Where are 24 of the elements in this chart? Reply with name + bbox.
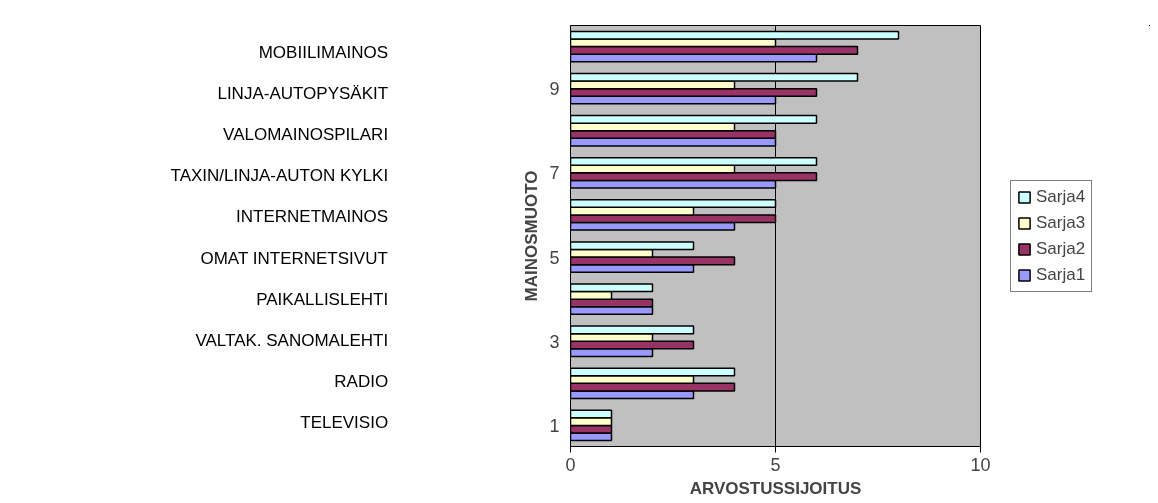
x-tick-label: 5	[770, 454, 781, 475]
text: MOBIILIMAINOS	[258, 42, 389, 62]
legend-label: Sarja1	[1036, 264, 1086, 285]
legend-label: Sarja4	[1036, 186, 1086, 207]
y-tick-label: 9	[549, 79, 560, 100]
text: VALOMAINOSPILARI	[223, 125, 389, 145]
text: TAXIN/LINJA-AUTON KYLKI	[170, 166, 389, 186]
x-axis-title: ARVOSTUSSIJOITUS	[689, 478, 862, 498]
legend-label: Sarja2	[1036, 238, 1086, 259]
y-tick-label: 7	[549, 163, 560, 184]
text: PAIKALLISLEHTI	[256, 289, 389, 309]
text: INTERNETMAINOS	[236, 207, 389, 227]
y-tick-label: 3	[549, 331, 560, 352]
text: OMAT INTERNETSIVUT	[200, 248, 388, 268]
legend-label: Sarja3	[1036, 212, 1086, 233]
x-tick-label: 0	[565, 454, 576, 475]
y-axis-title: MAINOSMUOTO	[522, 170, 542, 302]
y-tick-label: 5	[549, 247, 560, 268]
text: TELEVISIO	[300, 413, 389, 433]
text: RADIO	[334, 371, 389, 391]
y-tick-label: 1	[549, 415, 560, 436]
text: LINJA-AUTOPYSÄKIT	[217, 84, 389, 104]
text: VALTAK. SANOMALEHTI	[195, 330, 389, 350]
x-tick-label: 10	[970, 454, 991, 475]
